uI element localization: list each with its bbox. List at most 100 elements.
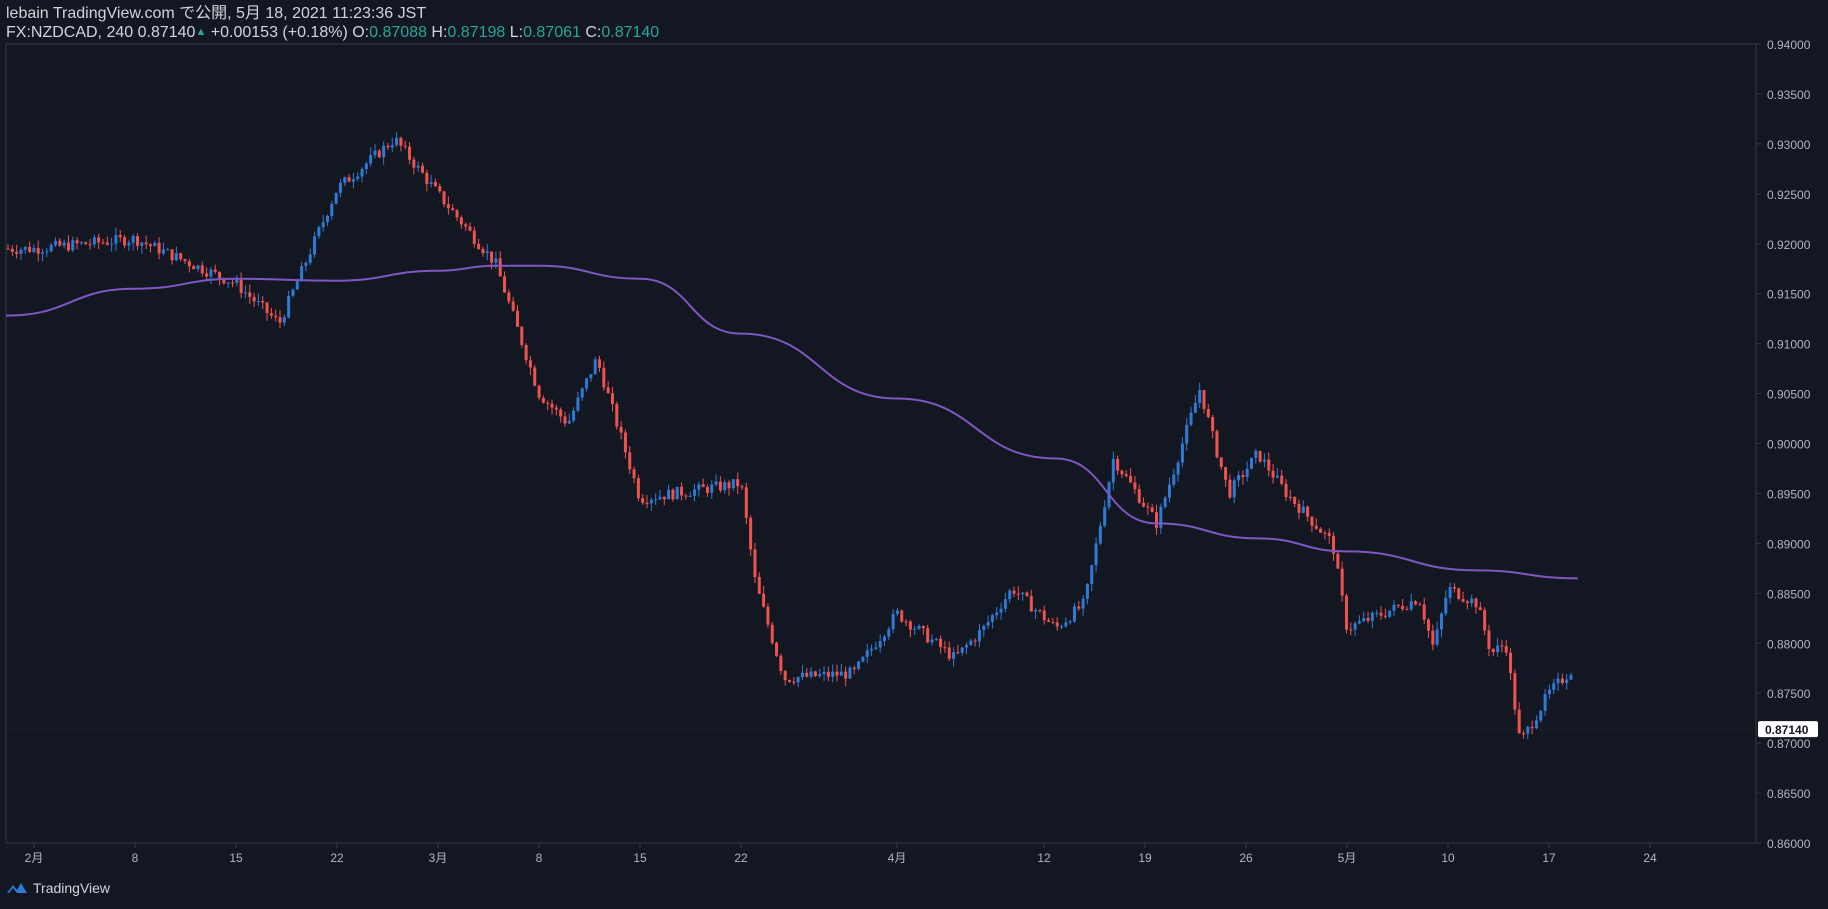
x-tick-label: 8 [536, 851, 543, 865]
candle-body [485, 251, 489, 254]
candle-body [1258, 450, 1262, 462]
candle-body [636, 478, 640, 499]
candle-body [218, 271, 222, 279]
candle-body [1275, 475, 1279, 478]
candle-body [1224, 467, 1228, 480]
candle-body [990, 615, 994, 622]
candle-body [870, 648, 874, 651]
candle-body [222, 278, 226, 284]
candle-body [1496, 645, 1500, 653]
candle-body [1068, 621, 1072, 623]
candle-body [727, 482, 731, 489]
candle-body [1185, 424, 1189, 444]
candle-body [913, 628, 917, 630]
candle-body [351, 179, 355, 182]
candle-body [520, 326, 524, 346]
candle-body [788, 680, 791, 682]
candle-body [602, 367, 606, 388]
candle-body [459, 217, 463, 225]
candle-body [1483, 610, 1487, 631]
candle-body [390, 145, 394, 148]
candle-body [1344, 595, 1348, 630]
candle-body [891, 613, 895, 630]
candle-body [550, 403, 554, 408]
candle-body [1090, 565, 1094, 585]
candle-body [589, 374, 593, 379]
candle-body [49, 244, 53, 252]
candle-body [1098, 525, 1102, 544]
candle-body [1431, 630, 1435, 645]
candle-body [736, 479, 740, 487]
candle-body [632, 469, 636, 479]
candle-body [766, 606, 770, 625]
last-price-badge: 0.87140 [1758, 721, 1818, 738]
candle-body [161, 249, 165, 254]
candle-body [1116, 458, 1120, 471]
candle-body [451, 208, 455, 211]
candle-body [170, 249, 174, 261]
candle-body [554, 407, 558, 410]
candle-body [1245, 468, 1249, 478]
candle-body [1534, 720, 1538, 729]
candle-body [1323, 532, 1327, 534]
candle-body [1008, 590, 1012, 600]
candle-body [1448, 587, 1452, 598]
x-tick-label: 22 [330, 851, 344, 865]
y-tick-label: 0.93000 [1767, 138, 1811, 152]
candle-body [1219, 457, 1223, 468]
tradingview-footer[interactable]: TradingView [6, 880, 110, 896]
candle-body [1461, 598, 1465, 602]
candle-body [1288, 496, 1292, 498]
candle-body [680, 486, 684, 496]
x-tick-label: 26 [1239, 851, 1253, 865]
candle-body [982, 625, 986, 631]
candle-body [183, 259, 187, 262]
x-tick-label: 12 [1037, 851, 1051, 865]
close-value: 0.87140 [601, 24, 660, 41]
candle-body [144, 242, 148, 245]
symbol-name[interactable]: FX:NZDCAD, 240 [6, 24, 134, 41]
candle-body [429, 182, 433, 184]
candle-body [952, 652, 956, 659]
candle-body [308, 254, 312, 263]
candle-body [287, 295, 291, 318]
candle-body [468, 226, 472, 231]
candle-body [1051, 621, 1055, 623]
candle-body [537, 385, 541, 398]
candle-body [1176, 462, 1180, 475]
price-axis[interactable]: 0.94000 0.93500 0.93000 0.92500 0.92000 0.915… [1756, 38, 1811, 851]
candle-body [921, 625, 925, 629]
candle-body [1375, 612, 1379, 614]
candle-body [477, 243, 481, 249]
candle-body [1142, 502, 1146, 507]
candle-body [667, 489, 671, 500]
candle-body [900, 610, 904, 622]
candle-body [580, 388, 584, 398]
candle-body [53, 240, 57, 245]
candle-body [731, 479, 735, 489]
time-axis[interactable]: 2月 8 15 22 3月 8 15 22 4月 12 19 26 5月 10 17 24 [25, 843, 1657, 865]
candle-body [610, 393, 614, 404]
candle-body [131, 236, 135, 243]
candle-body [490, 251, 494, 263]
y-tick-label: 0.91000 [1767, 338, 1811, 352]
candle-body [809, 671, 813, 677]
candle-body [295, 281, 299, 290]
x-tick-label: 19 [1138, 851, 1152, 865]
candle-body [1504, 646, 1508, 653]
candle-body [1103, 507, 1107, 526]
candle-body [671, 489, 675, 500]
candle-body [1370, 612, 1374, 621]
candle-body [140, 242, 144, 246]
candle-body [399, 137, 403, 146]
candle-body [36, 248, 40, 254]
candle-body [386, 145, 390, 148]
candle-body [1522, 733, 1526, 735]
candle-body [1155, 512, 1159, 528]
candle-body [1457, 588, 1461, 599]
candle-body [166, 249, 170, 251]
x-tick-label: 15 [229, 851, 243, 865]
candle-body [926, 628, 930, 643]
y-tick-label: 0.89000 [1767, 537, 1811, 551]
